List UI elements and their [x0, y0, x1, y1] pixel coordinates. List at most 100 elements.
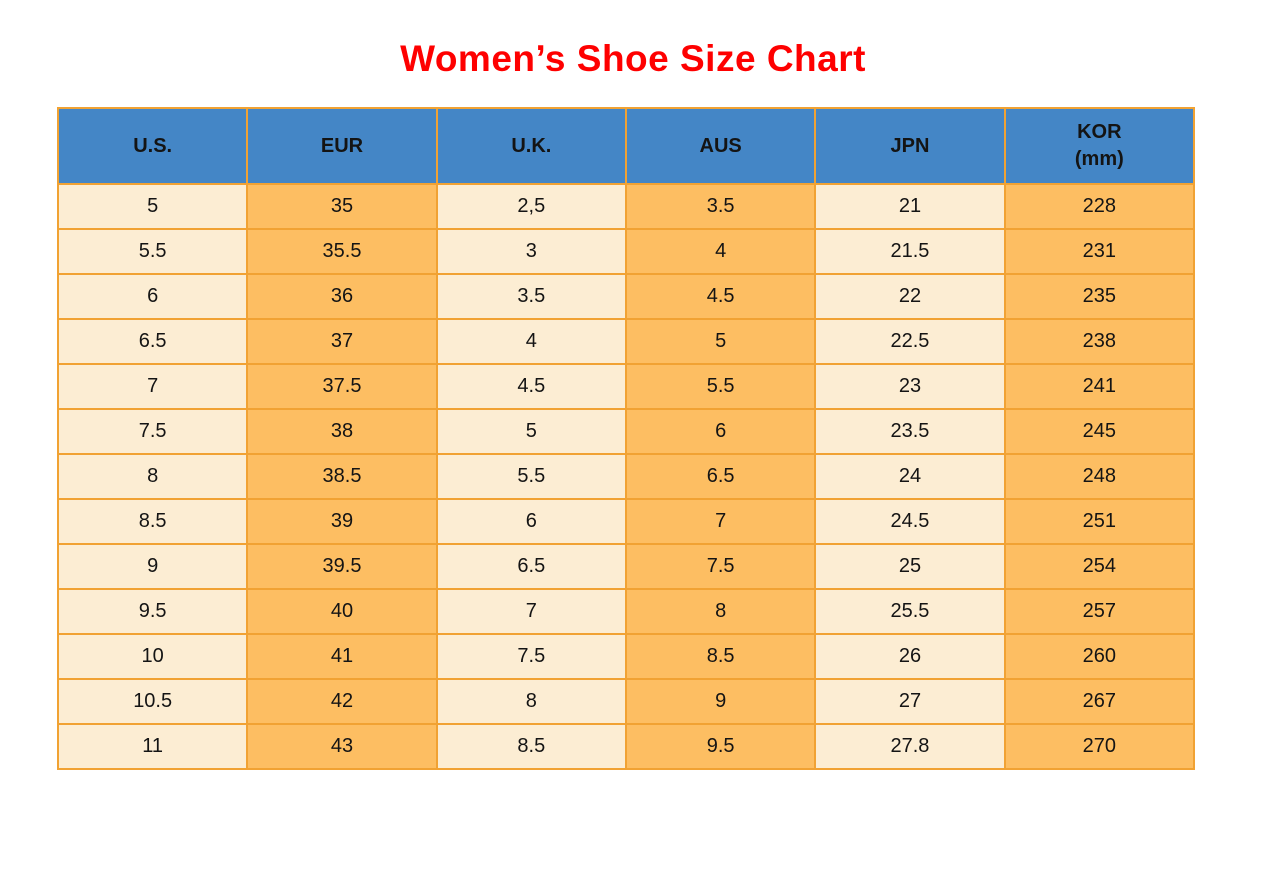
- header-row: U.S. EUR U.K. AUS JPN KOR (mm): [56, 107, 1196, 185]
- table-row: 6.5 37 4 5 22.5 238: [56, 318, 1196, 365]
- table-cell: 3.5: [435, 273, 627, 320]
- table-header: U.S. EUR U.K. AUS JPN KOR (mm): [56, 107, 1196, 185]
- table-cell: 260: [1003, 633, 1196, 680]
- table-row: 5.5 35.5 3 4 21.5 231: [56, 228, 1196, 275]
- table-cell: 41: [246, 633, 438, 680]
- table-cell: 27.8: [814, 723, 1006, 770]
- table-cell: 37: [246, 318, 438, 365]
- table-cell: 39: [246, 498, 438, 545]
- column-header-eur: EUR: [246, 107, 438, 185]
- table-body: 5 35 2,5 3.5 21 228 5.5 35.5 3 4 21.5 231 6 36 3.5 4.5 2…: [56, 183, 1196, 770]
- table-cell: 6.5: [56, 318, 249, 365]
- table-cell: 241: [1003, 363, 1196, 410]
- column-header-label: EUR: [320, 134, 364, 157]
- table-cell: 37.5: [246, 363, 438, 410]
- table-cell: 238: [1003, 318, 1196, 365]
- table-cell: 3.5: [624, 183, 817, 230]
- table-cell: 38.5: [246, 453, 438, 500]
- table-cell: 43: [246, 723, 438, 770]
- table-cell: 10.5: [56, 678, 249, 725]
- table-cell: 25: [814, 543, 1006, 590]
- table-cell: 8.5: [435, 723, 627, 770]
- table-row: 5 35 2,5 3.5 21 228: [56, 183, 1196, 230]
- table-row: 9 39.5 6.5 7.5 25 254: [56, 543, 1196, 590]
- table-row: 8.5 39 6 7 24.5 251: [56, 498, 1196, 545]
- table-cell: 7: [624, 498, 817, 545]
- column-header-label: JPN: [890, 134, 930, 157]
- table-cell: 4.5: [624, 273, 817, 320]
- column-header-sublabel: (mm): [1074, 148, 1124, 170]
- table-cell: 7.5: [435, 633, 627, 680]
- table-row: 7 37.5 4.5 5.5 23 241: [56, 363, 1196, 410]
- table-cell: 23.5: [814, 408, 1006, 455]
- table-cell: 4.5: [435, 363, 627, 410]
- table-cell: 25.5: [814, 588, 1006, 635]
- table-cell: 24: [814, 453, 1006, 500]
- page-title: Women’s Shoe Size Chart: [400, 38, 866, 79]
- table-cell: 6.5: [435, 543, 627, 590]
- shoe-size-table: U.S. EUR U.K. AUS JPN KOR (mm) 5 35 2,5 3.5 21 228 5…: [56, 107, 1196, 770]
- table-cell: 254: [1003, 543, 1196, 590]
- table-cell: 21: [814, 183, 1006, 230]
- table-cell: 5.5: [435, 453, 627, 500]
- table-cell: 21.5: [814, 228, 1006, 275]
- table-row: 6 36 3.5 4.5 22 235: [56, 273, 1196, 320]
- table-row: 7.5 38 5 6 23.5 245: [56, 408, 1196, 455]
- table-cell: 5.5: [56, 228, 249, 275]
- column-header-label: U.S.: [133, 134, 173, 157]
- column-header-label: U.K.: [511, 134, 552, 157]
- table-cell: 11: [56, 723, 249, 770]
- table-cell: 42: [246, 678, 438, 725]
- table-cell: 270: [1003, 723, 1196, 770]
- table-cell: 6: [624, 408, 817, 455]
- table-cell: 23: [814, 363, 1006, 410]
- table-row: 10.5 42 8 9 27 267: [56, 678, 1196, 725]
- column-header-label: AUS: [699, 134, 742, 157]
- table-cell: 35.5: [246, 228, 438, 275]
- table-cell: 6: [435, 498, 627, 545]
- column-header-uk: U.K.: [435, 107, 627, 185]
- table-cell: 7.5: [624, 543, 817, 590]
- table-cell: 7.5: [56, 408, 249, 455]
- table-cell: 235: [1003, 273, 1196, 320]
- table-cell: 6.5: [624, 453, 817, 500]
- table-cell: 8: [435, 678, 627, 725]
- table-cell: 35: [246, 183, 438, 230]
- table-cell: 27: [814, 678, 1006, 725]
- table-cell: 39.5: [246, 543, 438, 590]
- table-cell: 40: [246, 588, 438, 635]
- table-cell: 8: [624, 588, 817, 635]
- table-cell: 5: [435, 408, 627, 455]
- table-cell: 248: [1003, 453, 1196, 500]
- table-cell: 3: [435, 228, 627, 275]
- table-cell: 245: [1003, 408, 1196, 455]
- table-row: 11 43 8.5 9.5 27.8 270: [56, 723, 1196, 770]
- table-cell: 26: [814, 633, 1006, 680]
- table-cell: 9.5: [624, 723, 817, 770]
- table-cell: 24.5: [814, 498, 1006, 545]
- table-cell: 22: [814, 273, 1006, 320]
- column-header-us: U.S.: [56, 107, 249, 185]
- table-cell: 36: [246, 273, 438, 320]
- table-cell: 4: [435, 318, 627, 365]
- table-cell: 267: [1003, 678, 1196, 725]
- table-cell: 4: [624, 228, 817, 275]
- table-cell: 22.5: [814, 318, 1006, 365]
- table-cell: 10: [56, 633, 249, 680]
- table-cell: 5.5: [624, 363, 817, 410]
- column-header-kor: KOR (mm): [1003, 107, 1196, 185]
- table-cell: 7: [56, 363, 249, 410]
- table-cell: 6: [56, 273, 249, 320]
- table-cell: 9.5: [56, 588, 249, 635]
- table-cell: 7: [435, 588, 627, 635]
- table-cell: 8.5: [56, 498, 249, 545]
- column-header-aus: AUS: [624, 107, 817, 185]
- table-cell: 5: [56, 183, 249, 230]
- table-row: 8 38.5 5.5 6.5 24 248: [56, 453, 1196, 500]
- table-cell: 5: [624, 318, 817, 365]
- table-cell: 2,5: [435, 183, 627, 230]
- table-cell: 38: [246, 408, 438, 455]
- table-cell: 257: [1003, 588, 1196, 635]
- table-cell: 8.5: [624, 633, 817, 680]
- table-cell: 231: [1003, 228, 1196, 275]
